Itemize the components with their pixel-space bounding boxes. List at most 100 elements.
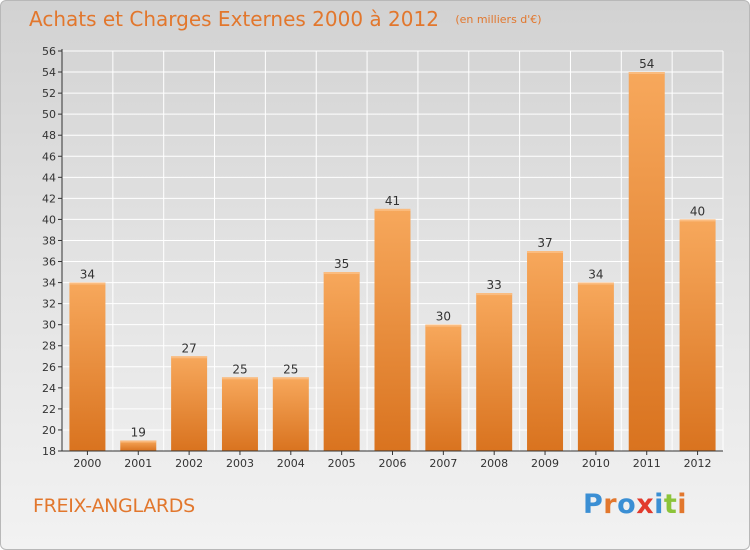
x-tick-label: 2005 (328, 457, 356, 470)
logo-letter: i (677, 489, 688, 520)
bar-highlight (679, 219, 716, 222)
logo-letter: o (617, 489, 637, 520)
bar-highlight (577, 282, 614, 285)
bar (171, 356, 208, 451)
y-tick-label: 24 (42, 382, 56, 395)
data-label: 25 (283, 362, 298, 376)
bar-highlight (425, 324, 462, 327)
bar-highlight (69, 282, 106, 285)
bar-highlight (628, 72, 665, 75)
y-tick-label: 42 (42, 192, 56, 205)
bar-highlight (272, 377, 309, 380)
bar (628, 72, 665, 451)
bar-group (577, 282, 614, 451)
bar-group (272, 377, 309, 451)
bar-group (323, 272, 360, 451)
bar-highlight (476, 293, 513, 296)
data-label: 54 (639, 57, 654, 71)
bar-highlight (323, 272, 360, 275)
x-tick-label: 2001 (124, 457, 152, 470)
bar-highlight (527, 251, 564, 253)
y-tick-label: 36 (42, 256, 56, 269)
y-tick-label: 44 (42, 171, 56, 184)
bar (425, 324, 462, 451)
y-tick-label: 26 (42, 361, 56, 374)
bar-group (679, 219, 716, 451)
bar (69, 282, 106, 451)
x-tick-label: 2003 (226, 457, 254, 470)
x-tick-label: 2006 (379, 457, 407, 470)
bar-group (476, 293, 513, 451)
bar (272, 377, 309, 451)
bar (577, 282, 614, 451)
bar-group (628, 72, 665, 451)
data-label: 34 (588, 268, 603, 282)
bar-group (171, 356, 208, 451)
y-tick-label: 46 (42, 150, 56, 163)
x-tick-label: 2000 (73, 457, 101, 470)
bar (527, 251, 564, 451)
data-label: 27 (181, 341, 196, 355)
y-tick-label: 28 (42, 340, 56, 353)
bar-highlight (120, 440, 157, 443)
y-tick-label: 38 (42, 234, 56, 247)
bar-group (69, 282, 106, 451)
bar-group (221, 377, 258, 451)
bar (221, 377, 258, 451)
y-tick-label: 22 (42, 403, 56, 416)
data-label: 30 (436, 310, 451, 324)
y-tick-label: 32 (42, 298, 56, 311)
y-tick-label: 40 (42, 213, 56, 226)
x-tick-label: 2004 (277, 457, 305, 470)
logo-letter: P (583, 489, 604, 520)
commune-name: FREIX-ANGLARDS (33, 495, 195, 517)
x-tick-label: 2002 (175, 457, 203, 470)
bar-group (120, 440, 157, 451)
data-label: 33 (487, 278, 502, 292)
bars (69, 72, 716, 451)
bar (323, 272, 360, 451)
data-label: 34 (80, 268, 95, 282)
chart-title-block: Achats et Charges Externes 2000 à 2012 (… (29, 7, 542, 31)
logo-letter: t (663, 489, 678, 520)
bar-group (527, 251, 564, 451)
bar (374, 208, 411, 451)
axes: 18 20 22 24 26 28 30 32 34 36 38 40 42 44 46 48 50 52 54 56… (42, 45, 723, 470)
y-tick-label: 52 (42, 87, 56, 100)
logo-letter: r (603, 489, 618, 520)
y-tick-label: 30 (42, 319, 56, 332)
logo-letter: x (636, 489, 655, 520)
bar-highlight (171, 356, 208, 359)
data-label: 25 (232, 362, 247, 376)
y-tick-label: 48 (42, 129, 56, 142)
chart-title: Achats et Charges Externes 2000 à 2012 (29, 7, 439, 31)
proxiti-logo: Proxiti (583, 489, 687, 520)
data-label: 19 (131, 425, 146, 439)
x-tick-label: 2010 (582, 457, 610, 470)
x-tick-label: 2007 (429, 457, 457, 470)
bar (120, 440, 157, 451)
data-label: 37 (537, 236, 552, 250)
logo-letter: i (654, 489, 664, 520)
chart-subtitle: (en milliers d'€) (455, 13, 542, 26)
x-tick-label: 2009 (531, 457, 559, 470)
bar-group (374, 208, 411, 451)
x-tick-label: 2012 (684, 457, 712, 470)
x-tick-label: 2008 (480, 457, 508, 470)
bar (679, 219, 716, 451)
y-tick-label: 20 (42, 424, 56, 437)
y-tick-label: 54 (42, 66, 56, 79)
data-label: 40 (690, 204, 705, 218)
bar-group (425, 324, 462, 451)
y-tick-label: 50 (42, 108, 56, 121)
data-label: 35 (334, 257, 349, 271)
data-labels: 34 19 27 25 25 35 41 30 33 37 34 54 40 (80, 57, 705, 439)
x-tick-label: 2011 (633, 457, 661, 470)
y-tick-label: 56 (42, 45, 56, 58)
bar-highlight (221, 377, 258, 380)
data-label: 41 (385, 194, 400, 208)
bar-highlight (374, 208, 411, 211)
bar (476, 293, 513, 451)
